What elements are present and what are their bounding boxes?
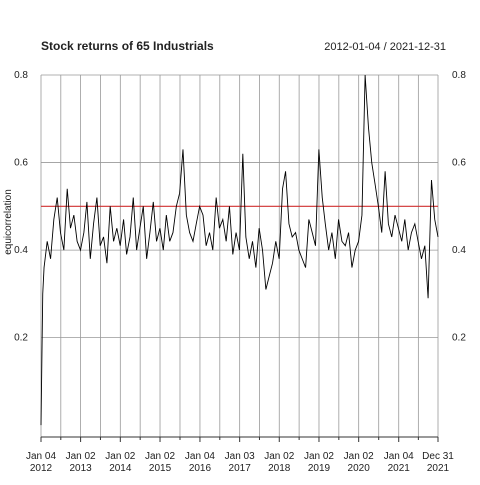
x-tick-label: Jan 04 2021 <box>384 451 414 474</box>
x-tick-label-line: Jan 04 <box>185 451 215 462</box>
x-tick-label-line: 2016 <box>189 463 212 474</box>
x-tick-label: Jan 02 2020 <box>344 451 374 474</box>
x-tick-label: Jan 02 2019 <box>304 451 334 474</box>
x-tick-label-line: Jan 04 <box>26 451 56 462</box>
y-tick-label: 0.6 <box>14 158 28 169</box>
chart-subtitle: 2012-01-04 / 2021-12-31 <box>324 41 446 53</box>
x-tick-label: Jan 04 2012 <box>26 451 56 474</box>
x-tick-label-line: Jan 02 <box>304 451 334 462</box>
x-tick-label-line: Jan 02 <box>264 451 294 462</box>
x-tick-label-line: Jan 02 <box>105 451 135 462</box>
x-tick-label-line: Jan 02 <box>66 451 96 462</box>
x-tick-label-line: 2013 <box>69 463 92 474</box>
y-tick-label: 0.2 <box>14 333 28 344</box>
y-tick-label: 0.8 <box>14 70 28 81</box>
y-tick-label: 0.8 <box>452 70 466 81</box>
x-tick-label-line: 2012 <box>30 463 53 474</box>
series-line <box>40 74 439 426</box>
x-tick-label-line: 2019 <box>308 463 331 474</box>
x-tick-label-line: 2021 <box>427 463 450 474</box>
x-tick-label-line: Jan 03 <box>225 451 255 462</box>
chart-title: Stock returns of 65 Industrials <box>41 39 214 53</box>
x-tick-label: Jan 02 2018 <box>264 451 294 474</box>
y-tick-label: 0.4 <box>452 245 466 256</box>
x-tick-label-line: Jan 04 <box>384 451 414 462</box>
x-tick-label-line: 2014 <box>109 463 132 474</box>
y-tick-label: 0.2 <box>452 333 466 344</box>
x-tick-label-line: 2020 <box>348 463 371 474</box>
x-tick-label-line: 2017 <box>229 463 252 474</box>
x-tick-label-line: 2015 <box>149 463 172 474</box>
x-tick-label: Dec 31 2021 <box>422 451 454 474</box>
x-tick-label: Jan 03 2017 <box>225 451 255 474</box>
x-tick-label-line: 2021 <box>388 463 411 474</box>
x-tick-label: Jan 02 2014 <box>105 451 135 474</box>
x-tick-label-line: 2018 <box>268 463 291 474</box>
y-tick-label: 0.4 <box>14 245 28 256</box>
x-tick-label: Jan 04 2016 <box>185 451 215 474</box>
x-tick-label-line: Jan 02 <box>344 451 374 462</box>
y-axis-label: equicorrelation <box>3 189 14 255</box>
x-tick-label-line: Dec 31 <box>422 451 454 462</box>
y-tick-label: 0.6 <box>452 158 466 169</box>
x-tick-label: Jan 02 2015 <box>145 451 175 474</box>
x-tick-label: Jan 02 2013 <box>66 451 96 474</box>
x-tick-label-line: Jan 02 <box>145 451 175 462</box>
